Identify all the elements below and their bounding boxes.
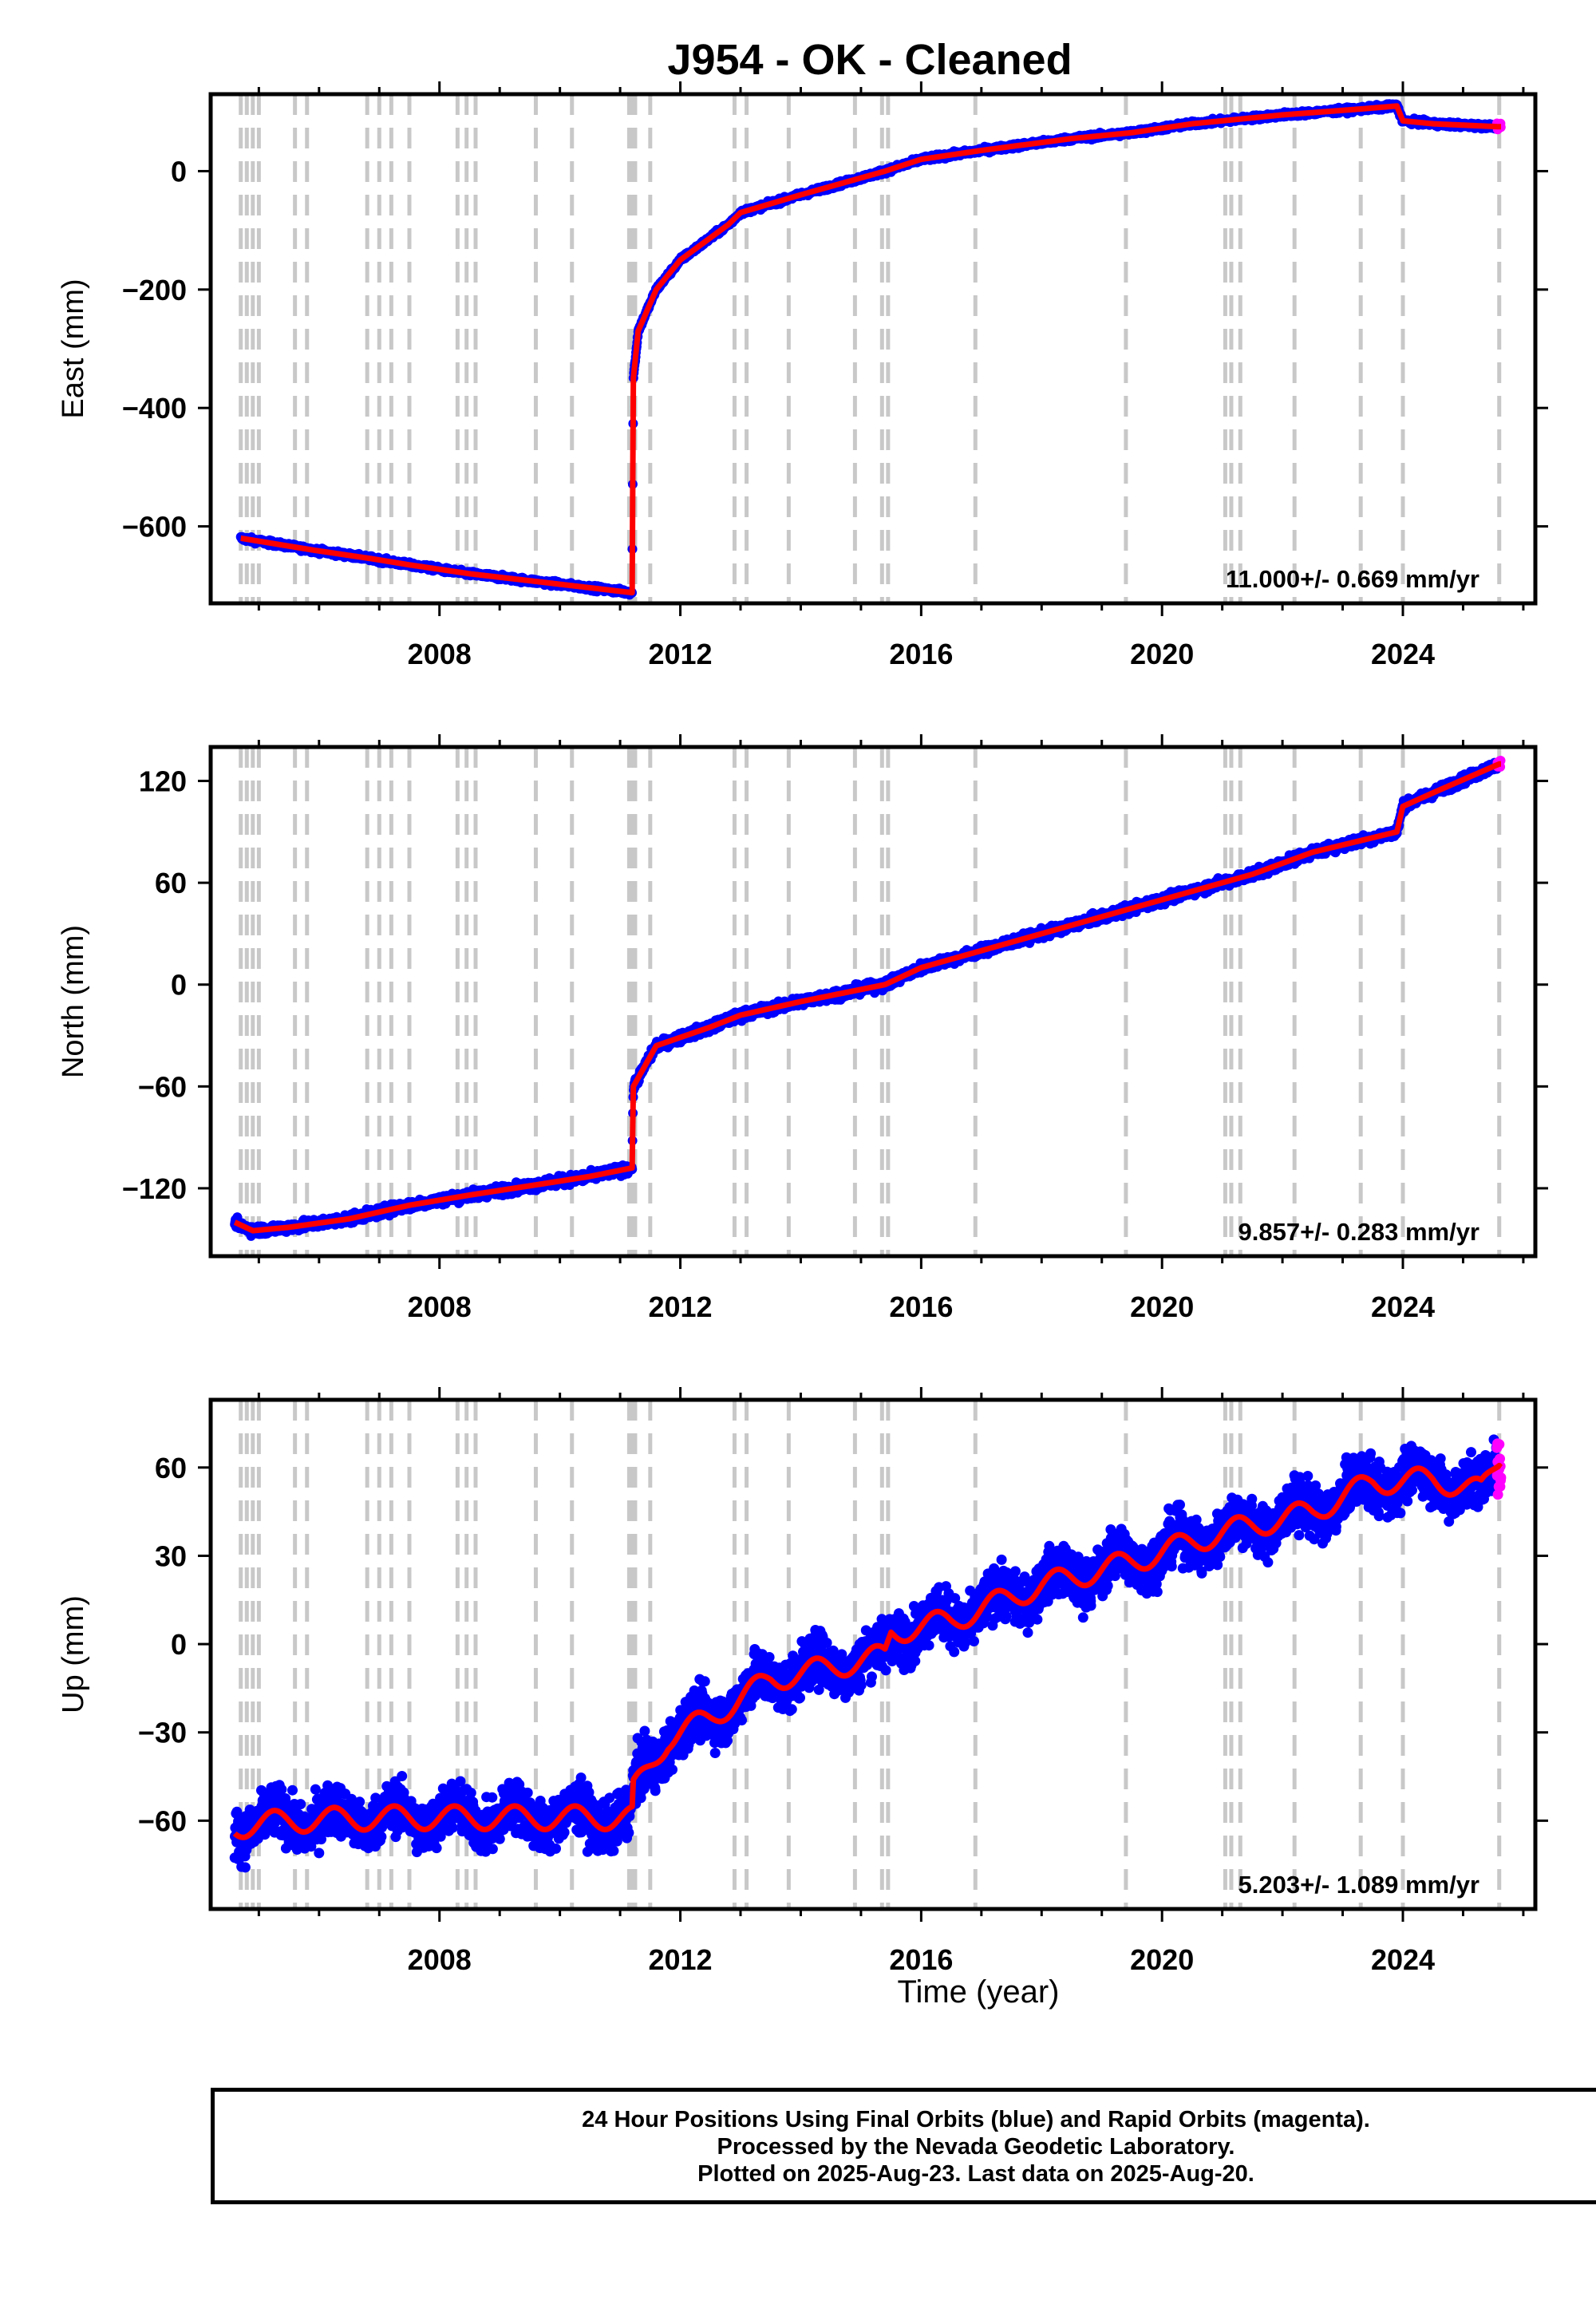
east-y-tick-label: −600 <box>122 511 187 543</box>
east-y-tick-label: −200 <box>122 274 187 306</box>
east-y-tick-label: 0 <box>171 155 187 188</box>
east-y-axis-label: East (mm) <box>57 279 90 418</box>
chart-title: J954 - OK - Cleaned <box>667 36 1073 84</box>
east-x-tick-label: 2024 <box>1371 638 1435 670</box>
east-x-tick-label: 2012 <box>648 638 712 670</box>
east-x-tick-label: 2016 <box>889 638 953 670</box>
north-data-points <box>230 756 1506 1241</box>
east-x-tick-label: 2008 <box>408 638 472 670</box>
east-y-tick-label: −400 <box>122 392 187 425</box>
east-panel: 2008 2012 2016 2020 2024 0 −200 −400 −600 East (m… <box>57 81 1548 670</box>
east-x-tick-label: 2020 <box>1130 638 1194 670</box>
east-rate-label: 11.000+/- 0.669 mm/yr <box>1226 565 1479 593</box>
